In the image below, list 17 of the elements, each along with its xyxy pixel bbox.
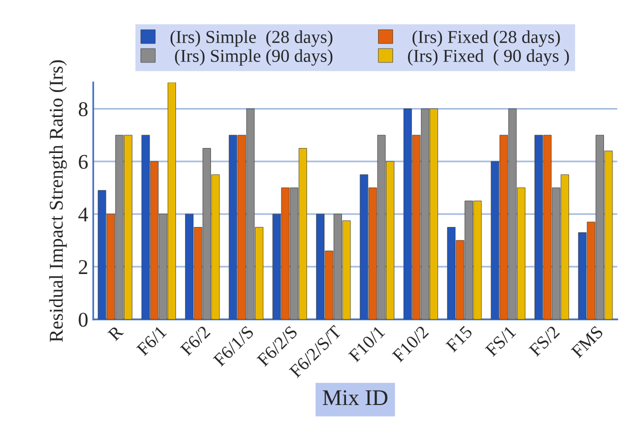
y-axis-title: Residual Impact Strength Ratio (Irs) xyxy=(49,60,67,342)
x-tick-label: FS/1 xyxy=(484,325,516,357)
legend-label: (Irs) Simple (28 days) xyxy=(170,30,332,47)
y-tick-label: 8 xyxy=(78,102,88,116)
x-tick-label: F6/2 xyxy=(180,325,211,356)
x-tick-label: FS/2 xyxy=(528,325,560,357)
legend-label: (Irs) Fixed ( 90 days ) xyxy=(408,49,569,66)
y-tick-label: 2 xyxy=(78,260,88,274)
x-tick-label: R xyxy=(107,324,124,342)
y-tick-label: 6 xyxy=(78,154,88,169)
x-tick-label: F6/1 xyxy=(136,325,167,356)
x-axis-title: Mix ID xyxy=(322,390,388,406)
legend-label: (Irs) Simple (90 days) xyxy=(175,49,332,66)
x-tick-label: F15 xyxy=(445,325,473,353)
y-tick-label: 0 xyxy=(78,312,88,327)
legend-label: (Irs) Fixed (28 days) xyxy=(412,30,560,47)
y-tick-label: 4 xyxy=(78,208,88,222)
